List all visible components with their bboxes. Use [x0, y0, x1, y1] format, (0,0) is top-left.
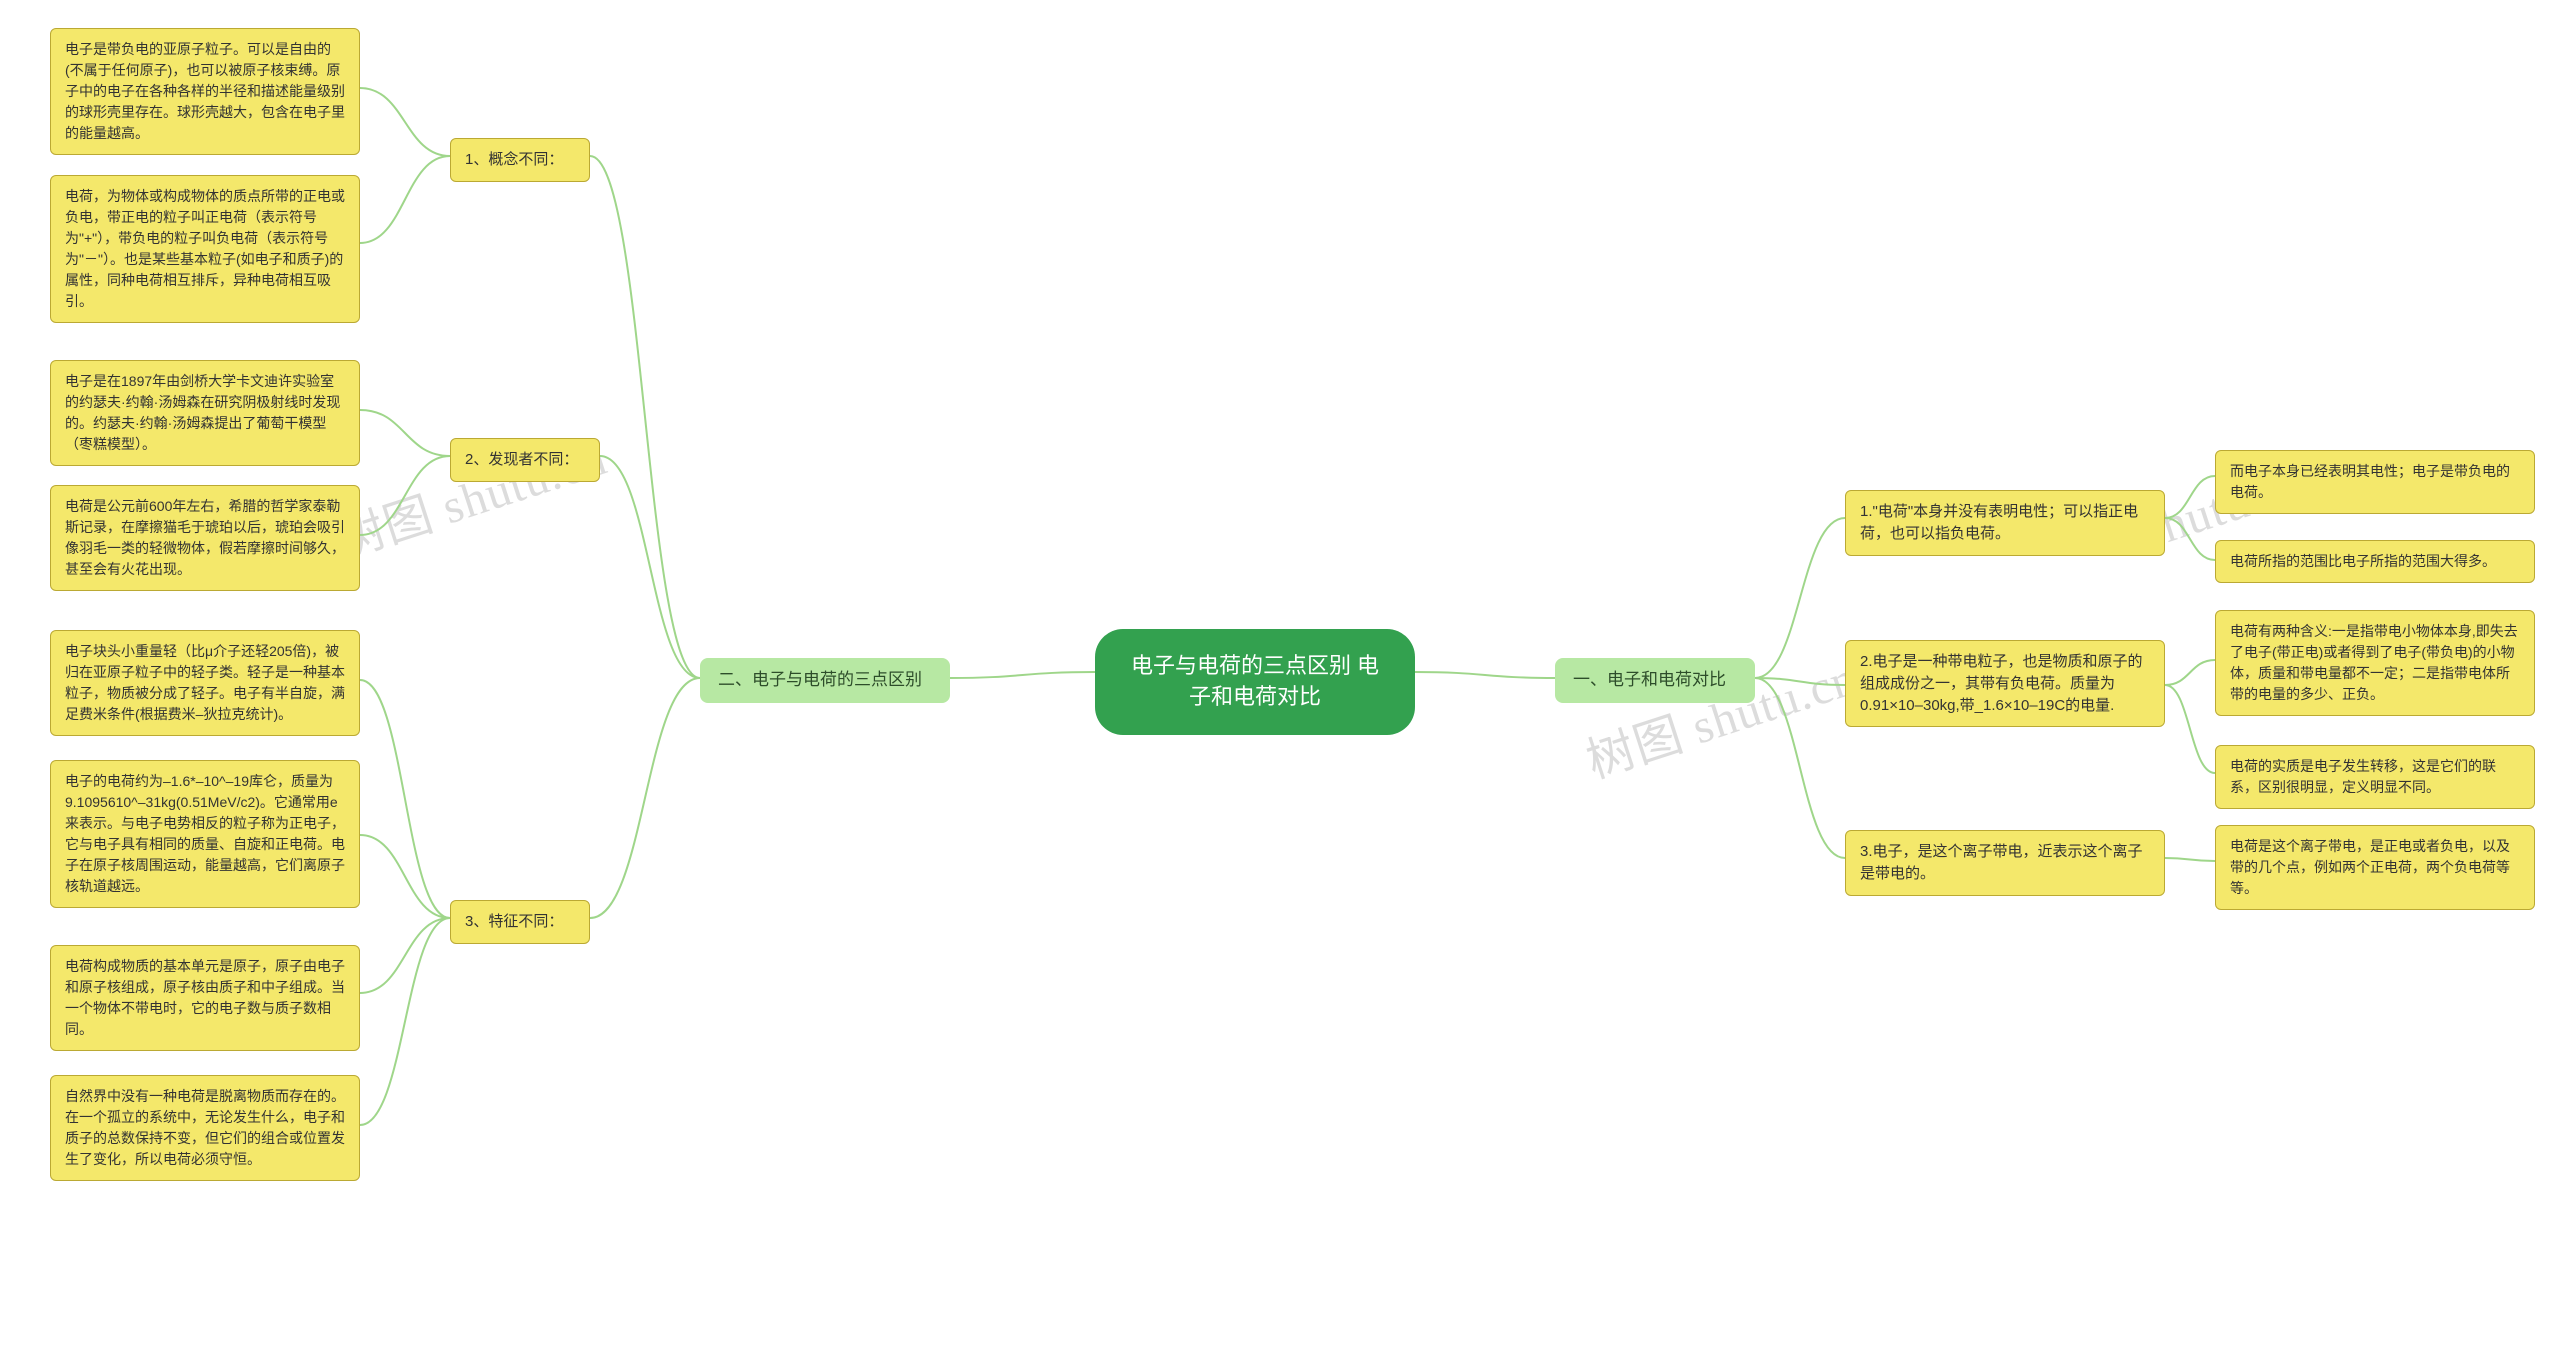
left-leaf-3-1: 电子块头小重量轻（比μ介子还轻205倍)，被归在亚原子粒子中的轻子类。轻子是一种…	[50, 630, 360, 736]
right-leaf-1-2: 电荷所指的范围比电子所指的范围大得多。	[2215, 540, 2535, 583]
left-leaf-2-1: 电子是在1897年由剑桥大学卡文迪许实验室的约瑟夫·约翰·汤姆森在研究阴极射线时…	[50, 360, 360, 466]
left-leaf-3-2: 电子的电荷约为–1.6*–10^–19库仑，质量为9.1095610^–31kg…	[50, 760, 360, 908]
right-sub-1: 1."电荷"本身并没有表明电性；可以指正电荷，也可以指负电荷。	[1845, 490, 2165, 556]
right-leaf-1-1: 而电子本身已经表明其电性；电子是带负电的电荷。	[2215, 450, 2535, 514]
mindmap-canvas: 树图 shutu.cn树图 shutu.cnshutu.cn电子与电荷的三点区别…	[0, 0, 2560, 1345]
right-sub-3: 3.电子，是这个离子带电，近表示这个离子是带电的。	[1845, 830, 2165, 896]
left-leaf-2-2: 电荷是公元前600年左右，希腊的哲学家泰勒斯记录，在摩擦猫毛于琥珀以后，琥珀会吸…	[50, 485, 360, 591]
right-leaf-2-1: 电荷有两种含义:一是指带电小物体本身,即失去了电子(带正电)或者得到了电子(带负…	[2215, 610, 2535, 716]
left-sub-1: 1、概念不同：	[450, 138, 590, 182]
left-sub-2: 2、发现者不同：	[450, 438, 600, 482]
left-leaf-3-4: 自然界中没有一种电荷是脱离物质而存在的。在一个孤立的系统中，无论发生什么，电子和…	[50, 1075, 360, 1181]
branch-right: 一、电子和电荷对比	[1555, 658, 1755, 703]
right-leaf-3-1: 电荷是这个离子带电，是正电或者负电，以及带的几个点，例如两个正电荷，两个负电荷等…	[2215, 825, 2535, 910]
left-sub-3: 3、特征不同：	[450, 900, 590, 944]
left-leaf-1-2: 电荷，为物体或构成物体的质点所带的正电或负电，带正电的粒子叫正电荷（表示符号为"…	[50, 175, 360, 323]
right-sub-2: 2.电子是一种带电粒子，也是物质和原子的组成成份之一，其带有负电荷。质量为0.9…	[1845, 640, 2165, 727]
left-leaf-1-1: 电子是带负电的亚原子粒子。可以是自由的(不属于任何原子)，也可以被原子核束缚。原…	[50, 28, 360, 155]
left-leaf-3-3: 电荷构成物质的基本单元是原子，原子由电子和原子核组成，原子核由质子和中子组成。当…	[50, 945, 360, 1051]
branch-left: 二、电子与电荷的三点区别	[700, 658, 950, 703]
root-node: 电子与电荷的三点区别 电子和电荷对比	[1095, 629, 1415, 735]
right-leaf-2-2: 电荷的实质是电子发生转移，这是它们的联系，区别很明显，定义明显不同。	[2215, 745, 2535, 809]
